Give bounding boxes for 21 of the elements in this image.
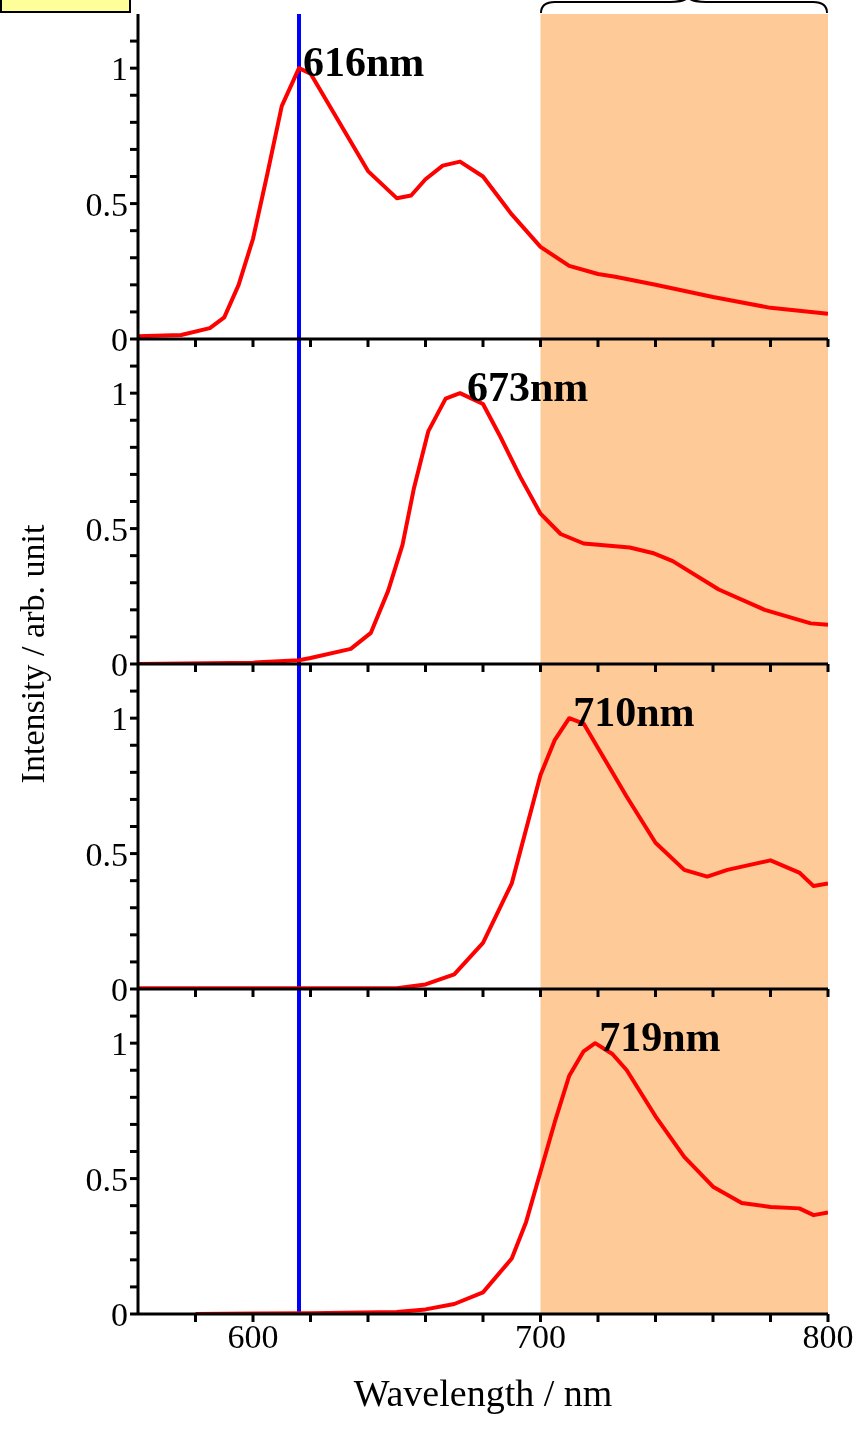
y-tick-label: 0.5 <box>85 835 128 873</box>
y-tick-label: 0 <box>111 321 128 359</box>
y-tick-label: 0 <box>111 971 128 1009</box>
x-tick-label: 800 <box>802 1318 854 1356</box>
x-tick-label: 700 <box>515 1318 566 1356</box>
y-tick-label: 0 <box>111 1296 128 1334</box>
y-tick-label: 0 <box>111 646 128 684</box>
annotation: 616nm <box>303 39 425 86</box>
x-tick-label: 600 <box>227 1318 279 1356</box>
y-tick-label: 1 <box>111 1025 128 1063</box>
y-tick-label: 0.5 <box>85 510 128 548</box>
y-tick-label: 0.5 <box>85 1160 128 1198</box>
y-tick-label: 1 <box>111 375 128 413</box>
y-tick-label: 1 <box>111 50 128 88</box>
y-axis-title: Intensity / arb. unit <box>14 524 51 784</box>
x-axis-title: Wavelength / nm <box>353 1372 613 1414</box>
y-tick-label: 1 <box>111 700 128 738</box>
y-tick-label: 0.5 <box>85 185 128 223</box>
annotation: 719nm <box>599 1014 721 1061</box>
annotation: 673nm <box>466 364 589 411</box>
annotation: 710nm <box>573 689 695 736</box>
